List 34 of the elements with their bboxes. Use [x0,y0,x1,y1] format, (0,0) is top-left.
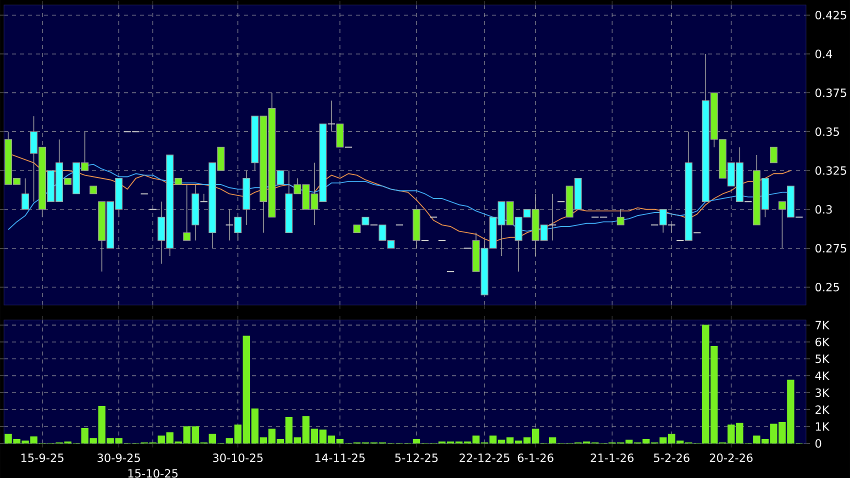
y-tick-label: 0 [815,439,822,448]
x-tick-label: 30-9-25 [98,454,140,462]
y-tick-label: 0.35 [815,127,839,136]
y-tick-label: 0.25 [815,282,839,292]
y-tick-label: 1K [816,422,830,431]
x-tick-label: 22-12-25 [460,454,510,462]
y-tick-label: 4K [815,372,830,380]
candlestick [659,208,667,234]
y-tick-label: 7K [816,320,830,330]
candlestick [183,184,191,241]
x-tick-label: 6-1-26 [518,454,554,462]
candlestick [234,216,242,241]
y-tick-label: 0.3 [815,205,832,214]
x-tick-label: 20-2-26 [710,454,753,462]
x-tick-label: 14-11-25 [315,454,365,462]
y-tick-label: 3K [816,388,830,398]
y-tick-label: 0.4 [815,50,832,58]
candlestick [22,178,30,210]
x-tick-label: 21-1-26 [590,454,634,462]
y-tick-label: 0.375 [815,88,846,98]
y-tick-label: 0.325 [815,166,846,175]
y-tick-label: 0.425 [815,10,846,20]
candlestick [616,208,624,226]
candlestick [336,124,344,148]
y-tick-label: 5K [816,354,830,364]
y-tick-label: 2K [816,405,830,414]
y-tick-label: 6K [816,338,830,346]
x-tick-label: 15-9-25 [21,454,64,462]
candlestick [770,146,778,164]
x-tick-label: 15-10-25 [128,469,178,478]
y-tick-label: 0.275 [815,244,846,253]
x-tick-label: 30-10-25 [213,454,263,462]
x-tick-label: 5-2-26 [654,454,690,462]
x-tick-label: 5-12-25 [395,454,438,462]
